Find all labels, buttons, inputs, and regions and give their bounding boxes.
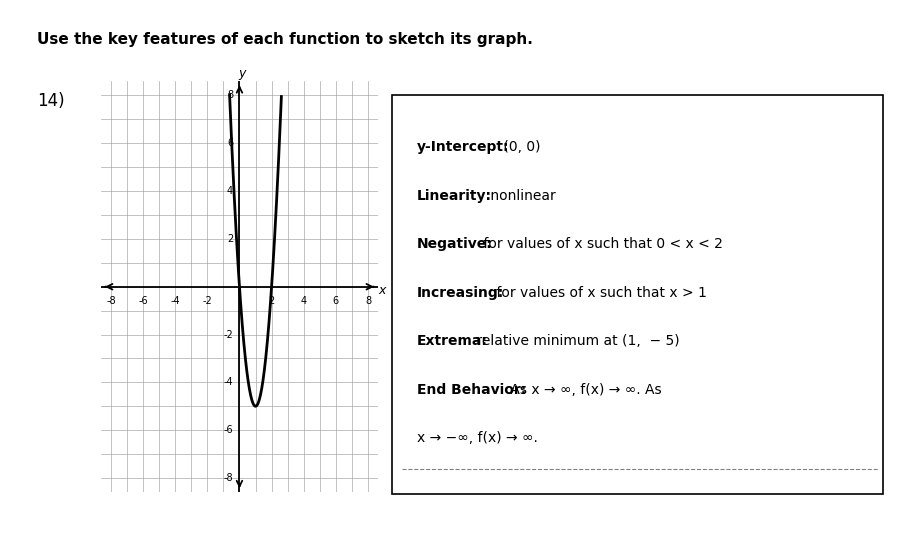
Text: for values of x such that x > 1: for values of x such that x > 1	[493, 286, 707, 300]
Text: for values of x such that 0 < x < 2: for values of x such that 0 < x < 2	[479, 237, 723, 251]
Text: -4: -4	[224, 378, 233, 387]
Text: -6: -6	[138, 296, 148, 306]
Text: -6: -6	[224, 425, 233, 435]
Text: (0, 0): (0, 0)	[499, 140, 541, 154]
Text: As x → ∞, f(x) → ∞. As: As x → ∞, f(x) → ∞. As	[507, 382, 661, 397]
Text: 2: 2	[227, 234, 233, 244]
Text: 6: 6	[332, 296, 339, 306]
Text: 2: 2	[268, 296, 274, 306]
Text: Use the key features of each function to sketch its graph.: Use the key features of each function to…	[37, 32, 532, 48]
Text: Negative:: Negative:	[417, 237, 493, 251]
Text: 6: 6	[227, 138, 233, 148]
Text: x: x	[379, 284, 386, 297]
Text: 4: 4	[300, 296, 307, 306]
Text: nonlinear: nonlinear	[485, 188, 555, 202]
FancyBboxPatch shape	[392, 95, 883, 493]
Text: y: y	[239, 67, 246, 80]
Text: 14): 14)	[37, 92, 64, 110]
Text: Linearity:: Linearity:	[417, 188, 492, 202]
Text: Increasing:: Increasing:	[417, 286, 505, 300]
Text: 8: 8	[227, 90, 233, 101]
Text: End Behavior:: End Behavior:	[417, 382, 527, 397]
Text: Extrema:: Extrema:	[417, 334, 488, 348]
Text: -8: -8	[224, 473, 233, 483]
Text: -4: -4	[170, 296, 180, 306]
Text: -2: -2	[203, 296, 212, 306]
Text: x → −∞, f(x) → ∞.: x → −∞, f(x) → ∞.	[417, 431, 538, 445]
Text: relative minimum at (1,  − 5): relative minimum at (1, − 5)	[472, 334, 680, 348]
Text: y-Intercept:: y-Intercept:	[417, 140, 509, 154]
Text: 8: 8	[365, 296, 371, 306]
Text: -2: -2	[223, 329, 233, 340]
Text: 4: 4	[227, 186, 233, 196]
Text: -8: -8	[106, 296, 116, 306]
